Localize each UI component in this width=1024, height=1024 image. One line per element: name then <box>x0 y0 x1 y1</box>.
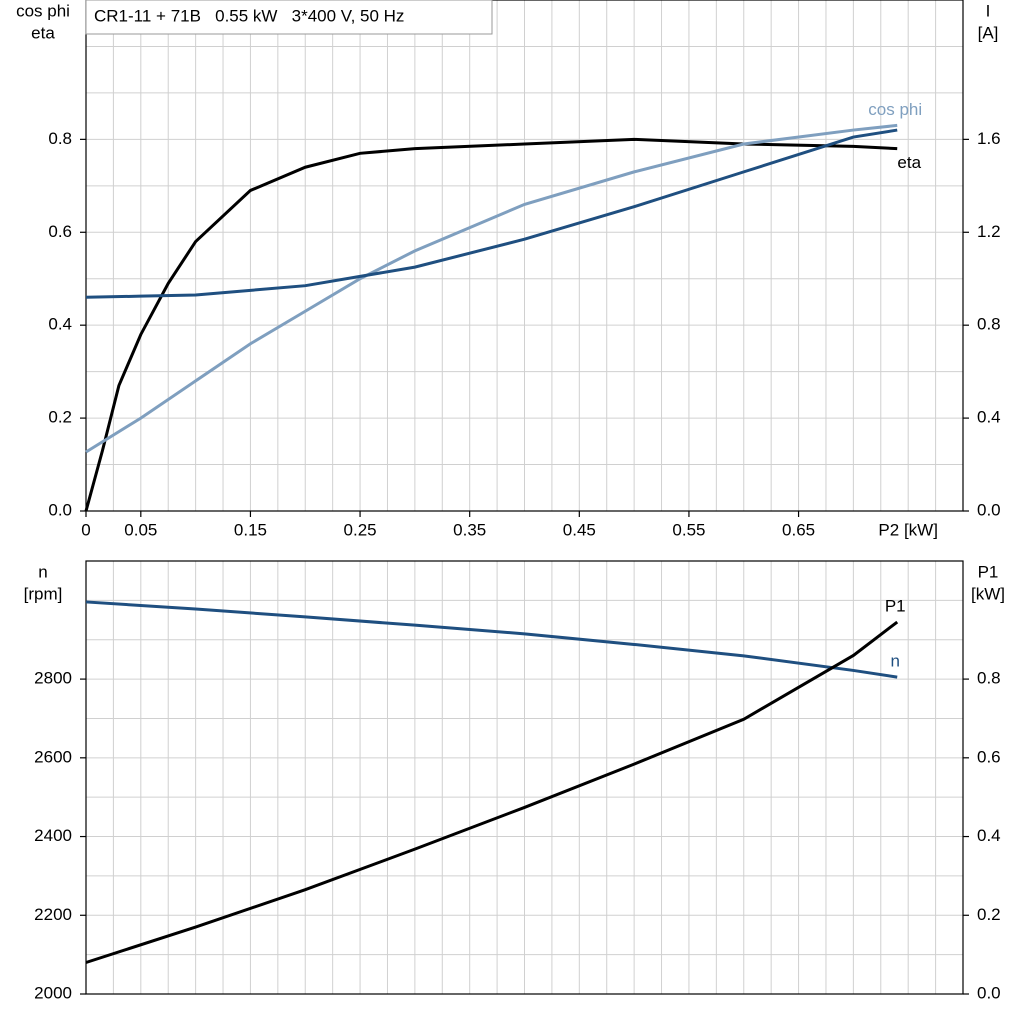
y2-tick-label: 0.8 <box>977 315 1001 334</box>
x-tick-label: 0.55 <box>672 520 705 539</box>
x-tick-label: 0.15 <box>234 520 267 539</box>
y2-tick-label: 0.4 <box>977 826 1001 845</box>
plot-frame <box>85 0 964 512</box>
y-tick-label: 0.2 <box>48 408 72 427</box>
series-label: cos phi <box>868 100 922 119</box>
y2-axis-label: P1 <box>978 562 999 581</box>
series-label: eta <box>897 153 921 172</box>
y-tick-label: 0.8 <box>48 129 72 148</box>
y-axis-label: cos phi <box>16 1 70 20</box>
series-label: P1 <box>885 596 906 615</box>
y2-axis-label: [A] <box>978 23 999 42</box>
x-tick-label: 0 <box>81 520 90 539</box>
x-tick-label: 0.65 <box>782 520 815 539</box>
y-tick-label: 2200 <box>34 905 72 924</box>
x-tick-label: 0.35 <box>453 520 486 539</box>
x-tick-label: 0.45 <box>563 520 596 539</box>
plot-frame <box>85 560 964 995</box>
y2-axis-label: [kW] <box>971 584 1005 603</box>
y2-tick-label: 1.6 <box>977 129 1001 148</box>
y2-tick-label: 1.2 <box>977 222 1001 241</box>
series-line <box>84 137 898 512</box>
chart-title: CR1-11 + 71B 0.55 kW 3*400 V, 50 Hz <box>94 6 404 25</box>
y-tick-label: 2400 <box>34 826 72 845</box>
y2-tick-label: 0.6 <box>977 747 1001 766</box>
y-tick-label: 0.0 <box>48 500 72 519</box>
y2-axis-label: I <box>986 1 991 20</box>
series-line <box>85 128 898 299</box>
y-axis-label: n <box>38 562 47 581</box>
y-tick-label: 0.6 <box>48 222 72 241</box>
y2-tick-label: 0.0 <box>977 983 1001 1002</box>
title-box <box>85 0 493 35</box>
x-axis-label: P2 [kW] <box>878 520 938 539</box>
y2-tick-label: 0.0 <box>977 500 1001 519</box>
x-tick-label: 0.05 <box>124 520 157 539</box>
y2-tick-label: 0.2 <box>977 905 1001 924</box>
series-line <box>85 123 898 454</box>
y-tick-label: 0.4 <box>48 315 72 334</box>
y2-tick-label: 0.8 <box>977 669 1001 688</box>
x-tick-label: 0.25 <box>344 520 377 539</box>
series-line <box>85 620 899 964</box>
y-axis-label: [rpm] <box>24 584 63 603</box>
y-axis-label: eta <box>31 23 55 42</box>
y2-tick-label: 0.4 <box>977 408 1001 427</box>
y-tick-label: 2600 <box>34 747 72 766</box>
series-label: n <box>890 652 899 671</box>
series-line <box>85 600 898 679</box>
y-tick-label: 2800 <box>34 669 72 688</box>
y-tick-label: 2000 <box>34 983 72 1002</box>
